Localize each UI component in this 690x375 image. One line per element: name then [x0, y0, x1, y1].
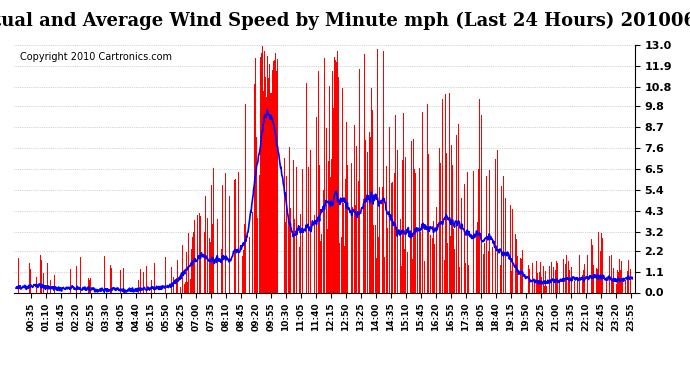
Text: Actual and Average Wind Speed by Minute mph (Last 24 Hours) 20100629: Actual and Average Wind Speed by Minute … [0, 11, 690, 30]
Text: Copyright 2010 Cartronics.com: Copyright 2010 Cartronics.com [20, 53, 172, 62]
